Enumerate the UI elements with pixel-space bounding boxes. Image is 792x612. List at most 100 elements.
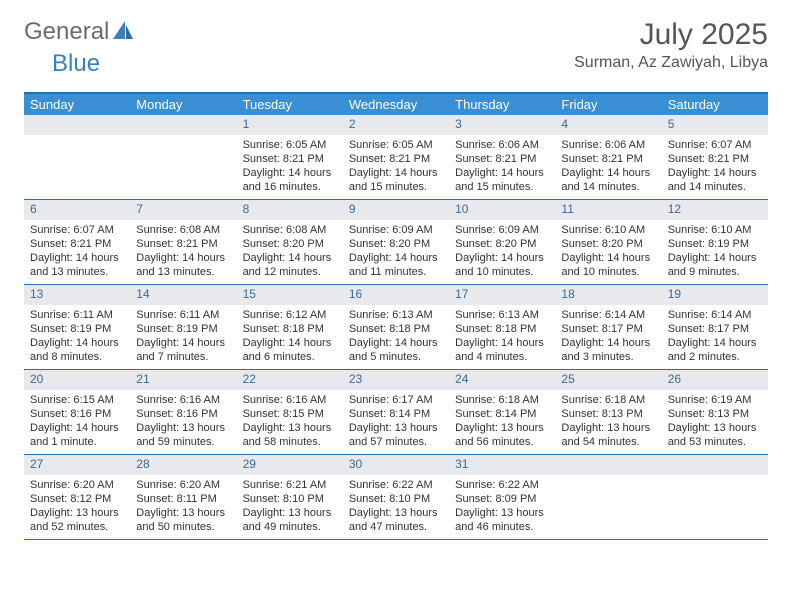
day-cell: 31Sunrise: 6:22 AMSunset: 8:09 PMDayligh… bbox=[449, 455, 555, 539]
sunrise: Sunrise: 6:05 AM bbox=[349, 138, 443, 152]
sunrise: Sunrise: 6:09 AM bbox=[455, 223, 549, 237]
daylight: Daylight: 14 hours and 10 minutes. bbox=[455, 251, 549, 280]
sunset: Sunset: 8:21 PM bbox=[136, 237, 230, 251]
day-number: 21 bbox=[130, 370, 236, 390]
weeks-container: 1Sunrise: 6:05 AMSunset: 8:21 PMDaylight… bbox=[24, 115, 768, 540]
day-number: 28 bbox=[130, 455, 236, 475]
day-number: 27 bbox=[24, 455, 130, 475]
daylight: Daylight: 13 hours and 57 minutes. bbox=[349, 421, 443, 450]
day-number: 29 bbox=[237, 455, 343, 475]
daylight: Daylight: 14 hours and 15 minutes. bbox=[349, 166, 443, 195]
daylight: Daylight: 13 hours and 53 minutes. bbox=[668, 421, 762, 450]
day-cell: 24Sunrise: 6:18 AMSunset: 8:14 PMDayligh… bbox=[449, 370, 555, 454]
day-number: 17 bbox=[449, 285, 555, 305]
daylight: Daylight: 13 hours and 58 minutes. bbox=[243, 421, 337, 450]
week-row: 27Sunrise: 6:20 AMSunset: 8:12 PMDayligh… bbox=[24, 455, 768, 540]
daylight: Daylight: 14 hours and 14 minutes. bbox=[668, 166, 762, 195]
sunrise: Sunrise: 6:19 AM bbox=[668, 393, 762, 407]
day-body: Sunrise: 6:11 AMSunset: 8:19 PMDaylight:… bbox=[130, 305, 236, 369]
day-body: Sunrise: 6:21 AMSunset: 8:10 PMDaylight:… bbox=[237, 475, 343, 539]
day-number: 2 bbox=[343, 115, 449, 135]
sunset: Sunset: 8:20 PM bbox=[455, 237, 549, 251]
sunset: Sunset: 8:13 PM bbox=[561, 407, 655, 421]
logo-text-1: General bbox=[24, 18, 109, 46]
day-body: Sunrise: 6:19 AMSunset: 8:13 PMDaylight:… bbox=[662, 390, 768, 454]
day-number: 12 bbox=[662, 200, 768, 220]
sunrise: Sunrise: 6:08 AM bbox=[136, 223, 230, 237]
sunrise: Sunrise: 6:06 AM bbox=[561, 138, 655, 152]
day-cell: 18Sunrise: 6:14 AMSunset: 8:17 PMDayligh… bbox=[555, 285, 661, 369]
day-body: Sunrise: 6:22 AMSunset: 8:09 PMDaylight:… bbox=[449, 475, 555, 539]
sunrise: Sunrise: 6:18 AM bbox=[561, 393, 655, 407]
sunrise: Sunrise: 6:12 AM bbox=[243, 308, 337, 322]
sunset: Sunset: 8:15 PM bbox=[243, 407, 337, 421]
day-body: Sunrise: 6:14 AMSunset: 8:17 PMDaylight:… bbox=[662, 305, 768, 369]
day-body: Sunrise: 6:18 AMSunset: 8:13 PMDaylight:… bbox=[555, 390, 661, 454]
day-cell bbox=[24, 115, 130, 199]
sunset: Sunset: 8:12 PM bbox=[30, 492, 124, 506]
day-body: Sunrise: 6:10 AMSunset: 8:19 PMDaylight:… bbox=[662, 220, 768, 284]
sunrise: Sunrise: 6:22 AM bbox=[349, 478, 443, 492]
day-body: Sunrise: 6:07 AMSunset: 8:21 PMDaylight:… bbox=[24, 220, 130, 284]
day-body bbox=[555, 475, 661, 482]
daylight: Daylight: 14 hours and 1 minute. bbox=[30, 421, 124, 450]
sunrise: Sunrise: 6:13 AM bbox=[349, 308, 443, 322]
sunset: Sunset: 8:16 PM bbox=[136, 407, 230, 421]
week-row: 20Sunrise: 6:15 AMSunset: 8:16 PMDayligh… bbox=[24, 370, 768, 455]
daylight: Daylight: 14 hours and 11 minutes. bbox=[349, 251, 443, 280]
day-cell: 5Sunrise: 6:07 AMSunset: 8:21 PMDaylight… bbox=[662, 115, 768, 199]
sunrise: Sunrise: 6:16 AM bbox=[243, 393, 337, 407]
day-header: Friday bbox=[555, 94, 661, 115]
day-cell: 2 Sunrise: 6:05 AMSunset: 8:21 PMDaylight… bbox=[343, 115, 449, 199]
day-body: Sunrise: 6:13 AMSunset: 8:18 PMDaylight:… bbox=[343, 305, 449, 369]
day-number: 25 bbox=[555, 370, 661, 390]
daylight: Daylight: 14 hours and 2 minutes. bbox=[668, 336, 762, 365]
day-number: 26 bbox=[662, 370, 768, 390]
daylight: Daylight: 13 hours and 46 minutes. bbox=[455, 506, 549, 535]
day-cell: 22Sunrise: 6:16 AMSunset: 8:15 PMDayligh… bbox=[237, 370, 343, 454]
daylight: Daylight: 14 hours and 9 minutes. bbox=[668, 251, 762, 280]
sunrise: Sunrise: 6:14 AM bbox=[668, 308, 762, 322]
day-cell: 7Sunrise: 6:08 AMSunset: 8:21 PMDaylight… bbox=[130, 200, 236, 284]
day-number: 16 bbox=[343, 285, 449, 305]
daylight: Daylight: 13 hours and 56 minutes. bbox=[455, 421, 549, 450]
day-body: Sunrise: 6:08 AMSunset: 8:21 PMDaylight:… bbox=[130, 220, 236, 284]
day-cell: 15Sunrise: 6:12 AMSunset: 8:18 PMDayligh… bbox=[237, 285, 343, 369]
day-body: Sunrise: 6:16 AMSunset: 8:15 PMDaylight:… bbox=[237, 390, 343, 454]
day-number: 10 bbox=[449, 200, 555, 220]
week-row: 13Sunrise: 6:11 AMSunset: 8:19 PMDayligh… bbox=[24, 285, 768, 370]
daylight: Daylight: 14 hours and 14 minutes. bbox=[561, 166, 655, 195]
day-body: Sunrise: 6:09 AMSunset: 8:20 PMDaylight:… bbox=[449, 220, 555, 284]
day-number: 6 bbox=[24, 200, 130, 220]
day-header: Thursday bbox=[449, 94, 555, 115]
sunrise: Sunrise: 6:17 AM bbox=[349, 393, 443, 407]
sunrise: Sunrise: 6:10 AM bbox=[668, 223, 762, 237]
daylight: Daylight: 14 hours and 10 minutes. bbox=[561, 251, 655, 280]
sunrise: Sunrise: 6:14 AM bbox=[561, 308, 655, 322]
day-body bbox=[130, 135, 236, 142]
day-number: 5 bbox=[662, 115, 768, 135]
sunset: Sunset: 8:20 PM bbox=[243, 237, 337, 251]
day-header: Wednesday bbox=[343, 94, 449, 115]
day-cell: 17Sunrise: 6:13 AMSunset: 8:18 PMDayligh… bbox=[449, 285, 555, 369]
sunrise: Sunrise: 6:05 AM bbox=[243, 138, 337, 152]
week-row: 6Sunrise: 6:07 AMSunset: 8:21 PMDaylight… bbox=[24, 200, 768, 285]
daylight: Daylight: 14 hours and 13 minutes. bbox=[30, 251, 124, 280]
day-cell: 4Sunrise: 6:06 AMSunset: 8:21 PMDaylight… bbox=[555, 115, 661, 199]
sunrise: Sunrise: 6:15 AM bbox=[30, 393, 124, 407]
sunset: Sunset: 8:17 PM bbox=[668, 322, 762, 336]
daylight: Daylight: 13 hours and 52 minutes. bbox=[30, 506, 124, 535]
sunset: Sunset: 8:21 PM bbox=[349, 152, 443, 166]
logo: General bbox=[24, 18, 137, 46]
day-cell: 16Sunrise: 6:13 AMSunset: 8:18 PMDayligh… bbox=[343, 285, 449, 369]
day-body: Sunrise: 6:09 AMSunset: 8:20 PMDaylight:… bbox=[343, 220, 449, 284]
sunrise: Sunrise: 6:09 AM bbox=[349, 223, 443, 237]
day-cell: 25Sunrise: 6:18 AMSunset: 8:13 PMDayligh… bbox=[555, 370, 661, 454]
day-number: 14 bbox=[130, 285, 236, 305]
sunrise: Sunrise: 6:10 AM bbox=[561, 223, 655, 237]
daylight: Daylight: 13 hours and 54 minutes. bbox=[561, 421, 655, 450]
sunrise: Sunrise: 6:20 AM bbox=[136, 478, 230, 492]
daylight: Daylight: 13 hours and 59 minutes. bbox=[136, 421, 230, 450]
daylight: Daylight: 14 hours and 5 minutes. bbox=[349, 336, 443, 365]
sunset: Sunset: 8:19 PM bbox=[136, 322, 230, 336]
